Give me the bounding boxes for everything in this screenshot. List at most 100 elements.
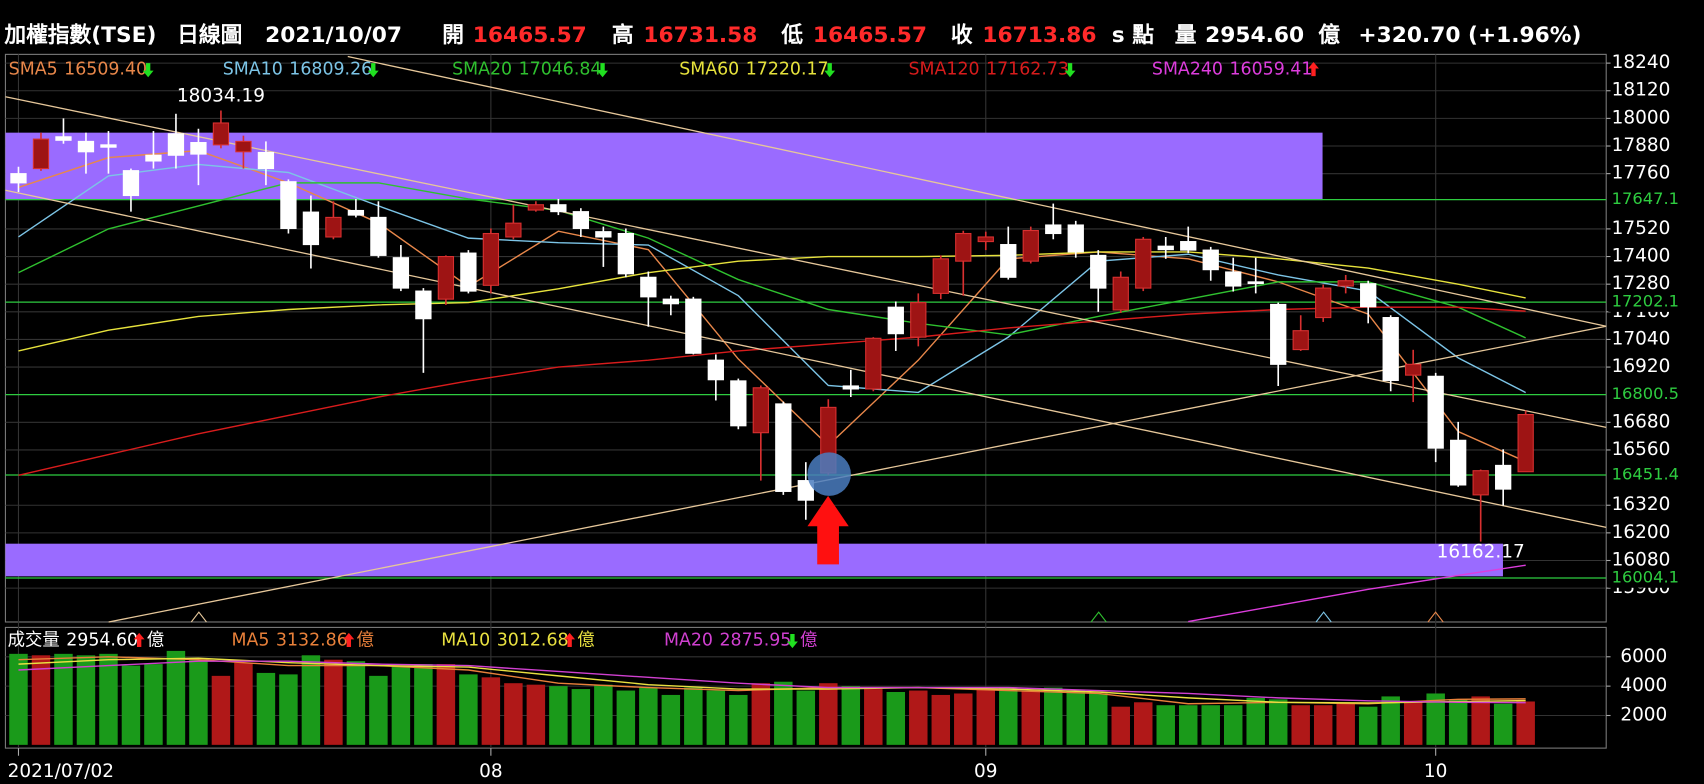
volume-bar	[1201, 705, 1220, 745]
trendlines	[5, 55, 1607, 623]
candle-body	[10, 173, 27, 184]
legend-name: SMA5	[9, 60, 58, 80]
legend-value: 3012.68	[497, 630, 569, 650]
legend-unit: 億	[577, 630, 594, 650]
trend-arrow	[367, 63, 379, 78]
volume-bar	[1156, 705, 1175, 745]
support-zone	[5, 543, 1503, 577]
volume-bar	[1246, 697, 1265, 745]
y-tick-label: 18120	[1612, 80, 1671, 101]
legend-entry: SMA60 17220.17	[679, 60, 828, 80]
volume-bar	[144, 664, 163, 745]
candle-body	[167, 133, 185, 156]
trend-arrow	[1064, 63, 1076, 78]
candle-body	[370, 216, 387, 256]
volume-bar	[1358, 706, 1378, 745]
legend-name: SMA120	[909, 60, 980, 80]
volume-bar	[819, 683, 838, 745]
candle-body	[865, 337, 882, 390]
volume-bar	[526, 684, 546, 745]
volume-bar	[1066, 690, 1085, 745]
candle-body	[1405, 363, 1422, 376]
ma-line	[18, 657, 1526, 704]
volume-bar	[76, 655, 96, 745]
candle-body	[100, 144, 117, 148]
legend-value: 16509.40	[64, 60, 147, 80]
ma-line	[18, 306, 1526, 476]
candle-body	[325, 216, 342, 238]
trend-arrow	[1308, 61, 1319, 77]
candle-body	[437, 256, 455, 300]
level-label-bg	[1608, 189, 1704, 210]
level-label: 16451.4	[1612, 464, 1679, 483]
volume-bar	[9, 653, 28, 745]
volume-bar	[1111, 706, 1130, 745]
trend-arrow	[824, 63, 836, 78]
candle-body	[1337, 280, 1354, 287]
legend-value: 16809.26	[289, 60, 372, 80]
volume-bar	[1471, 696, 1490, 745]
close-label: 收	[951, 22, 973, 48]
volume-bar	[1313, 705, 1333, 745]
volume-bar	[886, 692, 906, 745]
volume-bar	[1336, 703, 1355, 745]
low-label: 低	[780, 22, 803, 48]
volume-bar	[954, 693, 973, 745]
unit: s 點	[1112, 22, 1154, 48]
volume-bar	[706, 690, 726, 745]
candle-body	[212, 122, 230, 146]
triangle-marker	[1427, 611, 1444, 623]
legend-value: 3132.86	[276, 630, 348, 650]
volume-bar	[661, 694, 681, 745]
candle-body	[1427, 375, 1444, 449]
legend-name: 成交量	[8, 630, 60, 650]
legend-value: 17162.73	[986, 60, 1069, 80]
volume-label: 量	[1175, 23, 1197, 48]
ma-line	[18, 163, 1526, 394]
candle-body	[707, 359, 724, 381]
volume-bar	[751, 683, 771, 745]
y-tick-label: 18240	[1612, 52, 1671, 73]
legend-unit: 億	[356, 630, 373, 650]
trend-arrow	[786, 633, 798, 649]
candle-body	[955, 232, 972, 262]
candle-body	[842, 385, 859, 390]
candle-body	[977, 236, 994, 243]
markers	[190, 452, 1444, 623]
volume-bar	[166, 650, 186, 745]
candle-body	[595, 231, 612, 238]
highlight-circle	[807, 452, 851, 496]
volume-bar	[1493, 703, 1513, 745]
candle-body	[640, 276, 657, 298]
volume-bar	[459, 674, 478, 745]
volume-bar	[616, 690, 636, 745]
y-tick-label: 17760	[1612, 163, 1671, 184]
candle-body	[1022, 229, 1039, 262]
candle-body	[887, 306, 904, 335]
legend-entry: MA5 3132.86	[231, 630, 347, 650]
volume-bar	[279, 674, 298, 745]
y-tick-label: 16200	[1612, 522, 1671, 543]
candle-body	[1000, 244, 1017, 278]
x-tick-label: 08	[479, 761, 503, 782]
trendline	[347, 55, 1607, 327]
legend-value: 2875.95	[720, 630, 792, 650]
candle-body	[797, 480, 814, 501]
volume-bar	[346, 661, 366, 745]
volume-bar	[391, 667, 411, 745]
volume-bar	[549, 686, 568, 745]
trend-arrow	[142, 63, 154, 78]
candle-body	[460, 252, 477, 292]
level-label: 17202.1	[1612, 292, 1679, 311]
red-arrow	[807, 495, 849, 565]
trend-arrow	[343, 632, 355, 647]
candle-body	[302, 211, 320, 246]
low-value: 16465.57	[813, 23, 927, 48]
volume-bar	[999, 687, 1018, 745]
ma-line	[18, 660, 1526, 704]
legend-entry: SMA5 16509.40	[9, 60, 147, 80]
volume-bar	[774, 681, 793, 745]
volume-bar	[1178, 705, 1198, 745]
volume-bar	[729, 694, 748, 745]
candle-body	[910, 302, 927, 338]
